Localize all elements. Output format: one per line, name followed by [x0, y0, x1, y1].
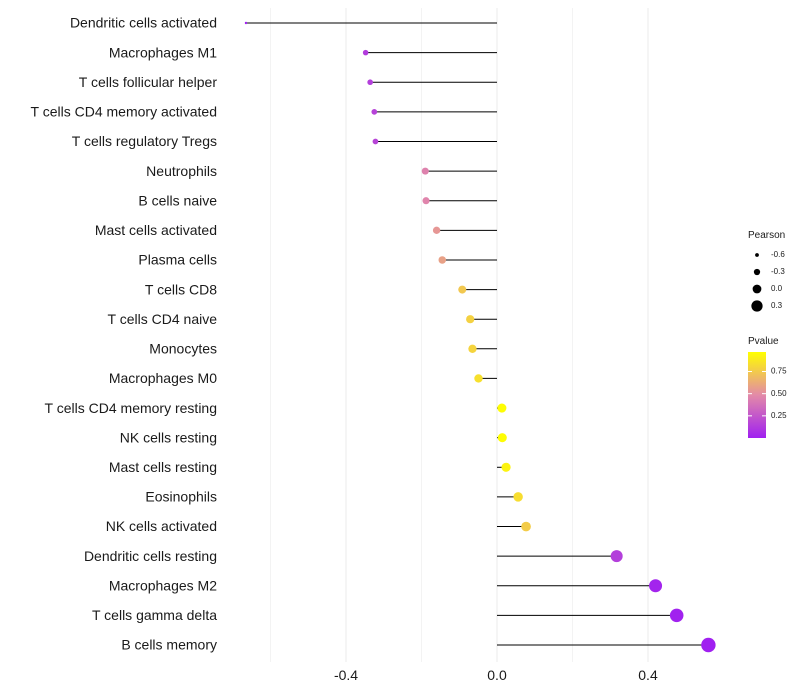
- lollipop-point: [432, 226, 441, 235]
- pearson-legend-key: [752, 284, 762, 294]
- category-label: Macrophages M1: [109, 44, 217, 60]
- pearson-legend-label: 0.0: [771, 284, 783, 293]
- lollipop-point: [669, 608, 684, 623]
- category-label: NK cells activated: [106, 518, 217, 534]
- lollipop-stems: [245, 22, 709, 646]
- category-label: T cells gamma delta: [92, 607, 217, 623]
- category-label: Eosinophils: [145, 489, 217, 505]
- grid-lines: [270, 8, 649, 662]
- pvalue-legend-label: 0.75: [771, 367, 787, 376]
- lollipop-point: [422, 197, 430, 205]
- lollipop-point: [458, 285, 467, 294]
- category-label: T cells CD4 memory resting: [45, 400, 217, 416]
- lollipop-point: [521, 521, 531, 532]
- category-label: T cells CD4 naive: [108, 311, 218, 327]
- lollipop-point: [438, 256, 447, 264]
- lollipop-point: [474, 374, 483, 383]
- lollipop-point: [362, 49, 369, 56]
- x-tick-label: 0.0: [487, 667, 507, 683]
- lollipop-point: [468, 344, 477, 353]
- pvalue-color-legend: Pvalue 0.25 0.50 0.75: [748, 336, 787, 438]
- category-label: T cells regulatory Tregs: [72, 133, 217, 149]
- lollipop-point: [421, 167, 429, 175]
- lollipop-point: [497, 403, 507, 413]
- category-labels: Dendritic cells activated Macrophages M1 T…: [31, 15, 218, 653]
- pearson-legend-label: -0.6: [771, 250, 785, 259]
- lollipop-point: [610, 550, 623, 563]
- x-tick-label: -0.4: [334, 667, 358, 683]
- category-label: Mast cells activated: [95, 222, 217, 238]
- lollipop-point: [367, 79, 373, 86]
- lollipop-point: [513, 492, 523, 502]
- x-tick-label: 0.4: [638, 667, 658, 683]
- lollipop-point: [244, 21, 248, 25]
- lollipop-point: [701, 637, 716, 653]
- pearson-legend-key: [753, 268, 761, 276]
- pvalue-colorbar: [748, 352, 766, 438]
- category-label: T cells follicular helper: [79, 74, 218, 90]
- category-label: Monocytes: [149, 341, 217, 357]
- category-label: Neutrophils: [146, 163, 217, 179]
- category-label: NK cells resting: [120, 429, 217, 445]
- category-label: Mast cells resting: [109, 459, 217, 475]
- category-label: Plasma cells: [138, 252, 217, 268]
- lollipop-points: [244, 21, 716, 653]
- lollipop-point: [372, 138, 379, 145]
- lollipop-point: [466, 315, 475, 324]
- category-label: T cells CD8: [145, 281, 217, 297]
- lollipop-point: [501, 462, 511, 472]
- pvalue-legend-label: 0.25: [771, 411, 787, 420]
- lollipop-point: [371, 108, 378, 115]
- pearson-legend-label: 0.3: [771, 301, 783, 310]
- x-axis-ticks: -0.4 0.0 0.4: [334, 667, 658, 683]
- category-label: T cells CD4 memory activated: [31, 104, 217, 120]
- category-label: Dendritic cells activated: [70, 15, 217, 31]
- pearson-legend-key: [755, 253, 759, 257]
- pearson-legend-label: -0.3: [771, 267, 785, 276]
- pearson-legend-title: Pearson: [748, 230, 785, 241]
- category-label: B cells memory: [121, 637, 217, 653]
- category-label: Macrophages M0: [109, 370, 217, 386]
- pvalue-legend-title: Pvalue: [748, 336, 779, 347]
- category-label: Macrophages M2: [109, 577, 217, 593]
- pvalue-legend-label: 0.50: [771, 389, 787, 398]
- pearson-size-legend: Pearson -0.6 -0.3 0.0 0.3: [748, 230, 785, 312]
- category-label: B cells naive: [138, 192, 217, 208]
- pearson-legend-key: [751, 300, 763, 312]
- lollipop-point: [649, 579, 663, 593]
- category-label: Dendritic cells resting: [84, 548, 217, 564]
- lollipop-point: [497, 433, 507, 443]
